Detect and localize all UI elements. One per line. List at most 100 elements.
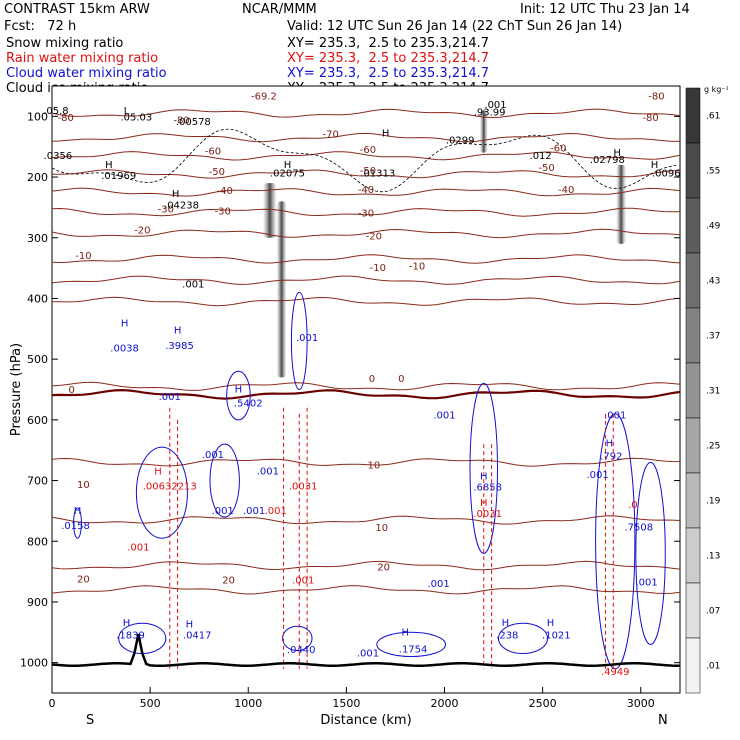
cloud-water-label: .1754 bbox=[399, 644, 428, 655]
colorbar-swatch bbox=[685, 307, 701, 364]
isotherm-line bbox=[51, 381, 681, 391]
cloud-water-contour-3 bbox=[209, 443, 240, 518]
isotherm-label: -30 bbox=[215, 207, 231, 218]
forecast-hour: Fcst: 72 h bbox=[4, 19, 77, 34]
rain-label: .0031 bbox=[289, 482, 318, 493]
isotherm-line bbox=[51, 254, 681, 264]
valid-time: Valid: 12 UTC Sun 26 Jan 14 (22 ChT Sun … bbox=[287, 19, 623, 34]
cloud-water-contour-8 bbox=[282, 625, 313, 652]
isotherm-label: -10 bbox=[75, 251, 91, 262]
isotherm-label: -30 bbox=[158, 204, 174, 215]
rain-label: .0031 bbox=[473, 509, 502, 520]
isotherm-label: -60 bbox=[205, 147, 221, 158]
y-tick-label: 800 bbox=[27, 535, 48, 548]
colorbar-swatch bbox=[685, 527, 701, 584]
x-axis-label: Distance (km) bbox=[320, 713, 411, 728]
field-snow-name: Snow mixing ratio bbox=[6, 36, 124, 51]
isotherm-label: -10 bbox=[370, 263, 386, 274]
rain-label: .001 bbox=[127, 542, 149, 553]
colorbar-label: .37 bbox=[706, 332, 720, 342]
snow-label: .00578 bbox=[176, 117, 211, 128]
cloud-water-contour-11 bbox=[73, 507, 82, 539]
colorbar-label: .49 bbox=[706, 222, 721, 232]
cloud-water-label: H bbox=[547, 618, 555, 629]
y-tick-label: 1000 bbox=[20, 657, 48, 670]
cloud-water-label: .001 bbox=[427, 579, 449, 590]
isotherm-line bbox=[51, 275, 681, 285]
x-tick-label: 3000 bbox=[627, 697, 655, 710]
isotherm-label: 20 bbox=[377, 562, 390, 573]
cloud-water-contour-4 bbox=[469, 382, 498, 554]
cloud-water-label: .6858 bbox=[473, 482, 502, 493]
cloud-water-label: .001 bbox=[212, 506, 234, 517]
colorbar-swatch bbox=[685, 142, 701, 199]
rain-label: H bbox=[480, 498, 488, 509]
cloud-water-label: .001 bbox=[586, 470, 608, 481]
isotherm-line bbox=[51, 457, 681, 467]
isotherm-label: 20 bbox=[222, 576, 235, 587]
cloud-water-label: .001 bbox=[604, 411, 626, 422]
colorbar-swatch bbox=[685, 197, 701, 254]
isotherm-label: -60 bbox=[360, 145, 376, 156]
isotherm-line bbox=[51, 108, 681, 119]
y-tick-label: 500 bbox=[27, 353, 48, 366]
isotherm-line bbox=[52, 296, 681, 307]
colorbar-label: .25 bbox=[706, 442, 720, 452]
isotherm-label: 0 bbox=[398, 374, 404, 385]
cloud-water-label: H bbox=[502, 618, 510, 629]
cloud-water-label: .1839 bbox=[116, 630, 145, 641]
isotherm-label: 20 bbox=[77, 575, 90, 586]
snow-label: .0299 bbox=[446, 136, 475, 147]
cloud-water-label: H bbox=[186, 619, 194, 630]
snow-label: .02075 bbox=[270, 168, 305, 179]
cloud-water-contour-10 bbox=[497, 622, 549, 655]
snow-label: .02798 bbox=[590, 155, 625, 166]
colorbar-label: .01 bbox=[706, 662, 720, 672]
snow-label: L bbox=[124, 106, 130, 117]
cloud-water-contour-9 bbox=[376, 631, 446, 658]
rain-label: H bbox=[154, 466, 162, 477]
isotherm-label: -70 bbox=[323, 130, 339, 141]
snow-shading-2 bbox=[616, 164, 627, 244]
field-rain-xy: XY= 235.3, 2.5 to 235.3,214.7 bbox=[287, 51, 490, 66]
cloud-water-label: .001 bbox=[202, 450, 224, 461]
snow-shading-1 bbox=[262, 183, 277, 238]
cloud-water-label: H bbox=[123, 618, 131, 629]
colorbar-label: .13 bbox=[706, 552, 720, 562]
snow-shading-3 bbox=[479, 110, 488, 153]
cloud-water-label: .001 bbox=[159, 392, 181, 403]
cloud-water-label: .5402 bbox=[234, 398, 263, 409]
field-cloudwater-name: Cloud water mixing ratio bbox=[6, 66, 167, 81]
isotherm-label: 10 bbox=[367, 460, 380, 471]
x-tick-label: 500 bbox=[140, 697, 161, 710]
cloud-water-contour-1 bbox=[290, 291, 308, 391]
cloud-water-label: .0440 bbox=[287, 645, 316, 656]
colorbar-label: .61 bbox=[706, 112, 720, 122]
cloud-water-label: .238 bbox=[496, 630, 518, 641]
isotherm-label: -50 bbox=[538, 163, 554, 174]
colorbar-label: .55 bbox=[706, 167, 720, 177]
snow-label: .001 bbox=[484, 100, 506, 111]
field-snow-xy: XY= 235.3, 2.5 to 235.3,214.7 bbox=[287, 36, 490, 51]
y-tick-label: 300 bbox=[27, 232, 48, 245]
y-tick-label: 700 bbox=[27, 475, 48, 488]
isotherm-label: -20 bbox=[134, 226, 150, 237]
colorbar-label: .43 bbox=[706, 277, 720, 287]
colorbar-swatch bbox=[685, 417, 701, 474]
snow-label: .01313 bbox=[360, 168, 395, 179]
rain-label: .4949 bbox=[601, 667, 630, 678]
isotherm-label: -10 bbox=[409, 261, 425, 272]
isotherm-label: -80 bbox=[58, 113, 74, 124]
x-tick-label: 0 bbox=[49, 697, 56, 710]
cloud-water-label: .001 bbox=[636, 578, 658, 589]
snow-label: .001 bbox=[182, 280, 204, 291]
isotherm-label: 0 bbox=[68, 385, 74, 396]
snow-label: H bbox=[172, 189, 180, 200]
rain-label: .00632213 bbox=[143, 482, 197, 493]
colorbar-swatch bbox=[685, 87, 701, 144]
snow-label: H bbox=[613, 148, 621, 159]
isotherm-label: -80 bbox=[648, 91, 664, 102]
snow-label: .01969 bbox=[101, 171, 136, 182]
isotherm-label: -40 bbox=[217, 186, 233, 197]
y-tick-label: 600 bbox=[27, 414, 48, 427]
